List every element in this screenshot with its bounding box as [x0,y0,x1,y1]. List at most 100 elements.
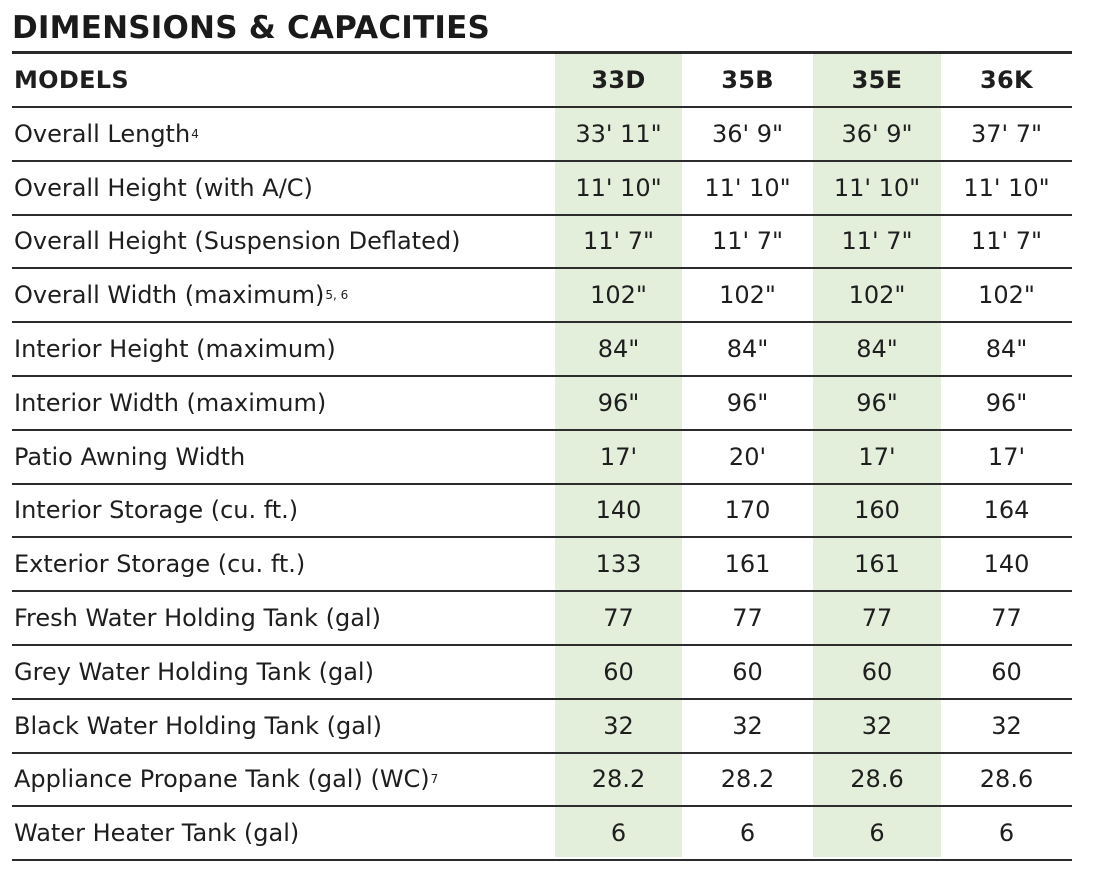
value-cell-36k: 84" [985,335,1028,364]
specs-table: MODELS 33D 35B 35E 36K Overall Length 4 33… [12,54,1072,862]
header-model-35b: 35B [721,66,774,94]
value-cell-35b: 20' [728,442,767,471]
value-cell-35b: 102" [719,281,776,310]
row-label-text: Patio Awning Width [14,442,246,471]
header-model-33d: 33D [591,66,646,94]
value-cell-35b: 28.2 [720,765,775,794]
value-cell-35e: 6 [869,819,885,848]
row-label-text: Overall Width (maximum) [14,281,325,310]
title-divider [12,51,1072,54]
value-cell-36k: 28.6 [979,765,1034,794]
value-cell-35b: 36' 9" [711,119,784,148]
value-cell-35e: 11' 10" [833,173,921,202]
table-row: Patio Awning Width 17' 20' 17' 17' [12,431,1072,485]
value-cell-36k: 32 [991,711,1022,740]
row-label: Overall Height (with A/C) [14,162,313,214]
row-label-text: Black Water Holding Tank (gal) [14,711,382,740]
value-cell-36k: 6 [998,819,1015,848]
row-label-text: Water Heater Tank (gal) [14,819,300,848]
row-label: Overall Height (Suspension Deflated) [14,216,460,268]
row-label: Interior Width (maximum) [14,377,326,429]
highlight-column-35e [813,54,941,857]
table-header-row: MODELS 33D 35B 35E 36K [12,54,1072,108]
value-cell-35b: 6 [739,819,756,848]
value-cell-35e: 32 [861,711,893,740]
value-cell-33d: 11' 7" [582,227,655,256]
value-cell-36k: 164 [983,496,1030,525]
value-cell-33d: 60 [603,657,634,686]
table-row: Water Heater Tank (gal) 6 6 6 6 [12,807,1072,862]
value-cell-36k: 96" [985,388,1028,417]
value-cell-35b: 170 [724,496,771,525]
value-cell-33d: 140 [595,496,642,525]
value-cell-33d: 32 [603,711,634,740]
row-label: Appliance Propane Tank (gal) (WC) 7 [14,765,439,794]
value-cell-33d: 6 [610,819,627,848]
row-label-text: Exterior Storage (cu. ft.) [14,550,306,579]
value-cell-35e: 84" [856,335,898,364]
row-label-text: Interior Height (maximum) [14,335,336,364]
table-row: Overall Length 4 33' 11" 36' 9" 36' 9" 37' 7" [12,108,1072,162]
value-cell-35b: 11' 10" [704,173,791,202]
value-cell-33d: 96" [597,388,640,417]
value-cell-35b: 11' 7" [711,227,784,256]
row-label: Overall Width (maximum) 5, 6 [14,281,349,310]
value-cell-35e: 60 [861,657,893,686]
value-cell-35b: 84" [726,335,769,364]
table-row: Interior Height (maximum) 84" 84" 84" 84" [12,323,1072,377]
value-cell-35b: 161 [724,550,771,579]
value-cell-33d: 133 [595,550,642,579]
value-cell-33d: 17' [599,442,638,471]
value-cell-35e: 102" [848,281,906,310]
value-cell-35e: 77 [861,604,893,633]
row-label-text: Interior Storage (cu. ft.) [14,496,299,525]
row-label: Exterior Storage (cu. ft.) [14,538,305,590]
row-label-text: Overall Length [14,119,191,148]
row-label: Patio Awning Width [14,431,245,483]
value-cell-36k: 37' 7" [970,119,1043,148]
value-cell-33d: 77 [603,604,634,633]
row-label: Water Heater Tank (gal) [14,807,299,859]
value-cell-35e: 161 [854,550,900,579]
table-row: Appliance Propane Tank (gal) (WC) 7 28.2 28… [12,754,1072,808]
row-label: Fresh Water Holding Tank (gal) [14,592,381,644]
value-cell-36k: 77 [991,604,1022,633]
table-row: Interior Width (maximum) 96" 96" 96" 96" [12,377,1072,431]
value-cell-36k: 60 [991,657,1022,686]
value-cell-35b: 96" [726,388,769,417]
row-label: Interior Height (maximum) [14,323,336,375]
table-row: Exterior Storage (cu. ft.) 133 161 161 140 [12,538,1072,593]
highlight-column-33d [555,54,682,857]
value-cell-35e: 28.6 [850,765,904,794]
header-model-35e: 35E [851,66,903,94]
table-row: Overall Height (with A/C) 11' 10" 11' 10" 1… [12,162,1072,216]
row-label: Grey Water Holding Tank (gal) [14,646,374,698]
table-row: Overall Width (maximum) 5, 6 102" 102" 102" 1… [12,269,1072,324]
row-label-text: Appliance Propane Tank (gal) (WC) [14,765,430,794]
row-label-text: Interior Width (maximum) [14,388,327,417]
value-cell-36k: 17' [987,442,1026,471]
value-cell-33d: 84" [597,335,640,364]
value-cell-35e: 11' 7" [841,227,913,256]
row-label: Black Water Holding Tank (gal) [14,700,382,752]
table-row: Overall Height (Suspension Deflated) 11' … [12,216,1072,270]
table-row: Grey Water Holding Tank (gal) 60 60 60 60 [12,646,1072,700]
value-cell-36k: 11' 10" [963,173,1050,202]
row-label: Overall Length 4 [14,119,199,148]
value-cell-35b: 60 [732,657,763,686]
table-row: Interior Storage (cu. ft.) 140 170 160 164 [12,485,1072,539]
page-title: DIMENSIONS & CAPACITIES [12,10,491,46]
table-row: Black Water Holding Tank (gal) 32 32 32 32 [12,700,1072,754]
value-cell-33d: 33' 11" [575,119,662,148]
value-cell-35e: 96" [856,388,898,417]
value-cell-33d: 102" [590,281,647,310]
row-label-text: Grey Water Holding Tank (gal) [14,657,374,686]
value-cell-36k: 11' 7" [970,227,1043,256]
value-cell-36k: 140 [983,550,1030,579]
header-label-models: MODELS [14,66,129,94]
value-cell-35e: 160 [854,496,900,525]
table-row: Fresh Water Holding Tank (gal) 77 77 77 77 [12,592,1072,646]
row-label-text: Overall Height (Suspension Deflated) [14,227,461,256]
value-cell-33d: 11' 10" [575,173,662,202]
value-cell-35b: 32 [732,711,763,740]
